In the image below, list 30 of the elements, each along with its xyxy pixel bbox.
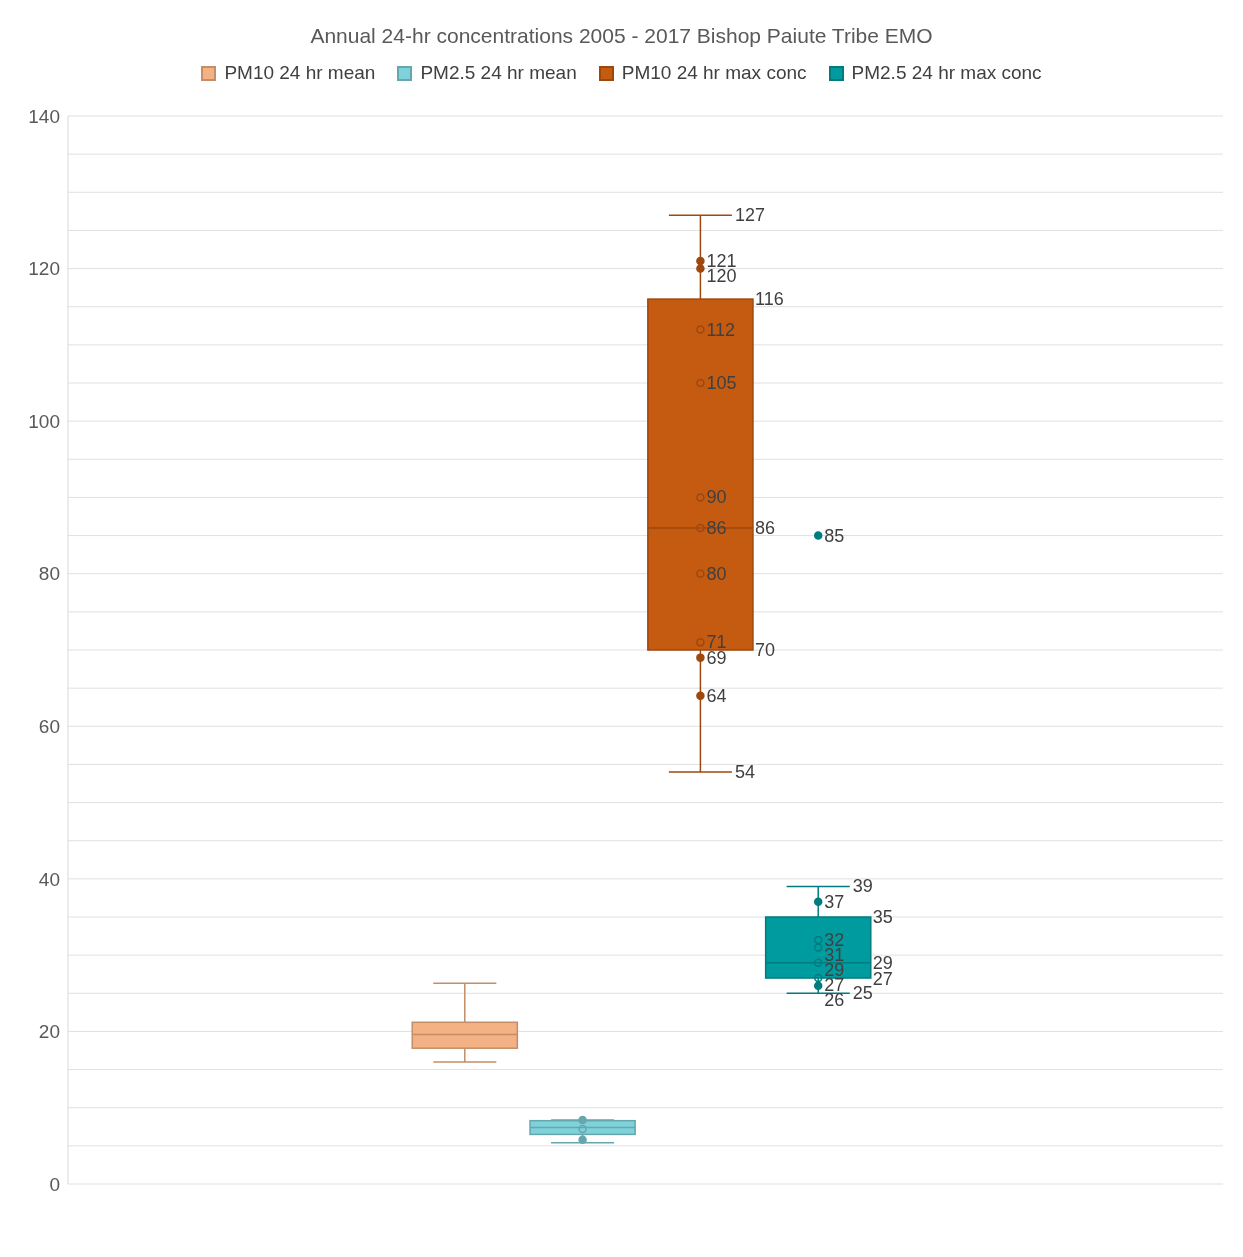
annotation: 105: [706, 373, 737, 393]
legend-label: PM2.5 24 hr mean: [420, 62, 577, 84]
y-tick-label: 40: [38, 868, 60, 890]
y-tick-label: 100: [28, 410, 60, 432]
y-tick-label: 140: [28, 105, 60, 127]
y-tick-label: 60: [38, 716, 60, 738]
annotation: 25: [852, 983, 873, 1004]
chart-title: Annual 24-hr concentrations 2005 - 2017 Bishop Paiute Tribe EMO: [309, 23, 934, 48]
legend-label: PM10 24 hr mean: [224, 62, 376, 84]
annotation: 116: [754, 289, 784, 310]
annotation: 85: [824, 525, 845, 546]
annotation: 80: [706, 563, 727, 584]
annotation: 70: [754, 640, 775, 660]
annotation: 112: [706, 319, 736, 340]
annotation: 69: [706, 647, 727, 668]
annotation: 37: [824, 891, 845, 912]
annotation: 64: [706, 685, 727, 706]
legend-label: PM2.5 24 hr max conc: [851, 62, 1042, 84]
annotation: 90: [706, 487, 727, 508]
annotation: 86: [706, 517, 727, 538]
y-tick-label: 20: [38, 1021, 60, 1043]
annotation: 127: [734, 205, 765, 226]
annotation: 86: [754, 517, 775, 538]
y-tick-label: 80: [38, 563, 60, 585]
annotation: 54: [734, 762, 755, 783]
annotation: 39: [852, 876, 873, 897]
legend-label: PM10 24 hr max conc: [621, 62, 807, 84]
y-tick-label: 120: [28, 258, 60, 280]
y-tick-label: 0: [49, 1173, 60, 1195]
annotation: 35: [872, 907, 893, 927]
